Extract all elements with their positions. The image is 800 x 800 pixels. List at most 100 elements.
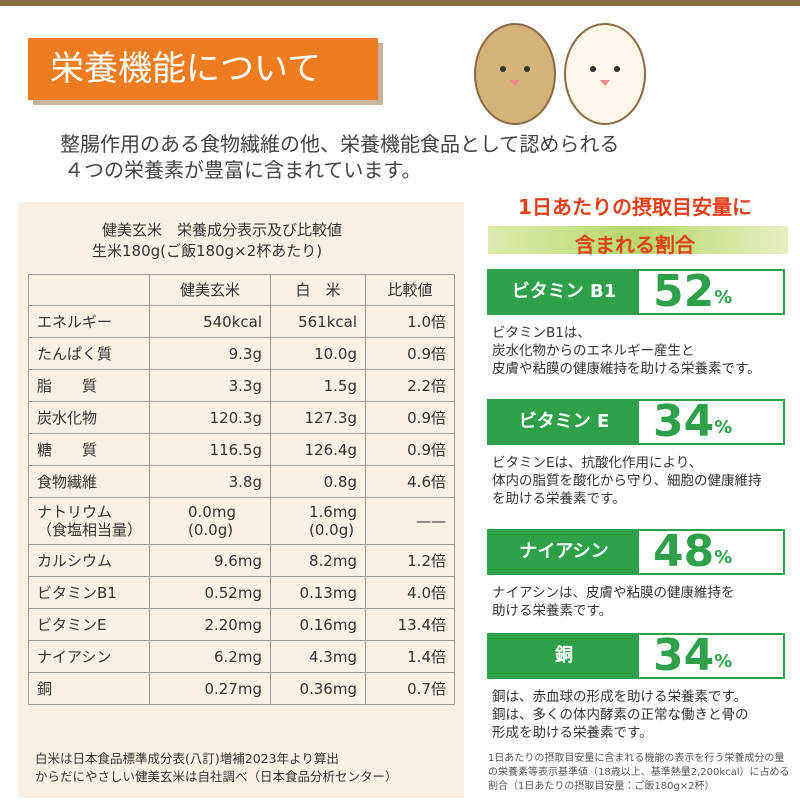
label-cell: 炭水化物	[28, 401, 150, 434]
label-cell: 脂 質	[28, 369, 150, 402]
value-cell: 4.6倍	[365, 465, 455, 498]
value-cell: 1.5g	[270, 369, 366, 402]
value-cell: 126.4g	[270, 433, 366, 466]
table-row: カルシウム 9.6mg 8.2mg 1.2倍	[28, 544, 455, 577]
value-cell: 2.20mg	[149, 608, 271, 641]
value-cell: 3.8g	[149, 465, 271, 498]
nutrient-name: 銅	[489, 635, 639, 677]
nutrient-description: 銅は、赤血球の形成を助ける栄養素です。 銅は、多くの体内酵素の正常な働きと骨の …	[492, 689, 749, 741]
value-cell: 0.7倍	[365, 672, 455, 705]
table-row: 銅 0.27mg 0.36mg 0.7倍	[28, 672, 455, 705]
value-cell: 1.2倍	[365, 544, 455, 577]
value-cell: 0.9倍	[365, 433, 455, 466]
percent: 48	[653, 526, 715, 577]
label-cell: ナイアシン	[28, 640, 150, 673]
label-cell: ナトリウム （食塩相当量）	[28, 497, 150, 545]
header-cell	[28, 274, 150, 306]
label-cell: 糖 質	[28, 433, 150, 466]
label-cell: 食物繊維	[28, 465, 150, 498]
value-cell: 4.0倍	[365, 576, 455, 609]
highlight	[488, 226, 788, 254]
label-cell: ビタミンE	[28, 608, 150, 641]
header-row: 健美玄米白 米比較値	[28, 274, 455, 306]
nutrient-bar: 銅 34%	[487, 633, 785, 679]
note: からだにやさしい健美玄米は自社調べ（日本食品分析センター）	[35, 769, 398, 784]
percent-sign: %	[714, 651, 733, 672]
table-row: ビタミンB1 0.52mg 0.13mg 4.0倍	[28, 576, 455, 609]
label-cell: ビタミンB1	[28, 576, 150, 609]
percent-sign: %	[714, 417, 733, 438]
heading-line: 含まれる割合	[575, 233, 695, 257]
value-cell: 120.3g	[149, 401, 271, 434]
percent-sign: %	[714, 287, 733, 308]
value-cell: 127.3g	[270, 401, 366, 434]
table-row: 糖 質 116.5g 126.4g 0.9倍	[28, 433, 455, 466]
value-cell: 9.6mg	[149, 544, 271, 577]
intro: 整腸作用のある食物繊維の他、栄養機能食品として認められる ４つの栄養素が豊富に含…	[60, 131, 619, 183]
header-cell: 比較値	[365, 274, 455, 306]
table-row: ナイアシン 6.2mg 4.3mg 1.4倍	[28, 640, 455, 673]
table-notes: 白米は日本食品標準成分表(八訂)増補2023年より算出 からだにやさしい健美玄米…	[35, 750, 398, 786]
intro-line: 整腸作用のある食物繊維の他、栄養機能食品として認められる	[60, 132, 620, 156]
nutrient-bar: ビタミン B1 52%	[487, 269, 785, 315]
nutrient-name: ナイアシン	[489, 531, 639, 573]
table-row: ナトリウム （食塩相当量） 0.0mg (0.0g) 1.6mg (0.0g) ——	[28, 497, 455, 545]
footnote: 1日あたりの摂取目安量に含まれる機能の表示を行う栄養成分の量の栄養素等表示基準値…	[488, 753, 790, 792]
nutrient-description: ナイアシンは、皮膚や粘膜の健康維持を 助ける栄養素です。	[492, 585, 735, 619]
value-cell: 0.27mg	[149, 672, 271, 705]
nutrient-name: ビタミン E	[489, 401, 639, 443]
value-cell: 10.0g	[270, 337, 366, 370]
percent-sign: %	[714, 547, 733, 568]
value-cell: 13.4倍	[365, 608, 455, 641]
value-cell: 116.5g	[149, 433, 271, 466]
nutrition-table: 健美玄米白 米比較値 エネルギー 540kcal 561kcal 1.0倍 たんぱく質 9.…	[28, 274, 455, 705]
nutrient-description: ビタミンEは、抗酸化作用により、 体内の脂質を酸化から守り、細胞の健康維持 を助…	[492, 455, 762, 507]
note: 白米は日本食品標準成分表(八訂)増補2023年より算出	[35, 751, 339, 766]
title: 栄養機能について	[28, 38, 378, 100]
table-row: エネルギー 540kcal 561kcal 1.0倍	[28, 305, 455, 338]
caption-line: 健美玄米 栄養成分表示及び比較値	[102, 221, 343, 239]
nutrient-name: ビタミン B1	[489, 271, 639, 313]
value-cell: 0.16mg	[270, 608, 366, 641]
value-cell: 0.8g	[270, 465, 366, 498]
percent: 34	[653, 630, 715, 681]
nutrient-description: ビタミンB1は、 炭水化物からのエネルギー産生と 皮膚や粘膜の健康維持を助ける栄…	[492, 325, 761, 377]
nutrient-bar: ナイアシン 48%	[487, 529, 785, 575]
heading-line: 1日あたりの摂取目安量に	[518, 195, 752, 219]
mascots	[474, 23, 646, 125]
table-row: 脂 質 3.3g 1.5g 2.2倍	[28, 369, 455, 402]
table-row: 炭水化物 120.3g 127.3g 0.9倍	[28, 401, 455, 434]
value-cell: 1.0倍	[365, 305, 455, 338]
ratio-heading: 1日あたりの摂取目安量に 含まれる割合	[470, 188, 800, 264]
caption-line: 生米180g(ご飯180g×2杯あたり)	[92, 242, 323, 260]
value-cell: 3.3g	[149, 369, 271, 402]
label-cell: 銅	[28, 672, 150, 705]
label-cell: エネルギー	[28, 305, 150, 338]
value-cell: 4.3mg	[270, 640, 366, 673]
percent: 34	[653, 396, 715, 447]
value-cell: 0.9倍	[365, 401, 455, 434]
table-row: 食物繊維 3.8g 0.8g 4.6倍	[28, 465, 455, 498]
value-cell: 0.0mg (0.0g)	[149, 497, 271, 545]
nutrient-bar: ビタミン E 34%	[487, 399, 785, 445]
percent: 52	[653, 266, 715, 317]
value-cell: 1.4倍	[365, 640, 455, 673]
value-cell: 0.9倍	[365, 337, 455, 370]
header-cell: 健美玄米	[149, 274, 271, 306]
header-cell: 白 米	[270, 274, 366, 306]
value-cell: 9.3g	[149, 337, 271, 370]
value-cell: 6.2mg	[149, 640, 271, 673]
value-cell: 2.2倍	[365, 369, 455, 402]
value-cell: 540kcal	[149, 305, 271, 338]
value-cell: 561kcal	[270, 305, 366, 338]
value-cell: 8.2mg	[270, 544, 366, 577]
table-row: ビタミンE 2.20mg 0.16mg 13.4倍	[28, 608, 455, 641]
value-cell: ——	[365, 497, 455, 545]
value-cell: 0.52mg	[149, 576, 271, 609]
label-cell: たんぱく質	[28, 337, 150, 370]
table-row: たんぱく質 9.3g 10.0g 0.9倍	[28, 337, 455, 370]
value-cell: 0.36mg	[270, 672, 366, 705]
table-caption: 健美玄米 栄養成分表示及び比較値 生米180g(ご飯180g×2杯あたり)	[92, 220, 342, 262]
value-cell: 1.6mg (0.0g)	[270, 497, 366, 545]
